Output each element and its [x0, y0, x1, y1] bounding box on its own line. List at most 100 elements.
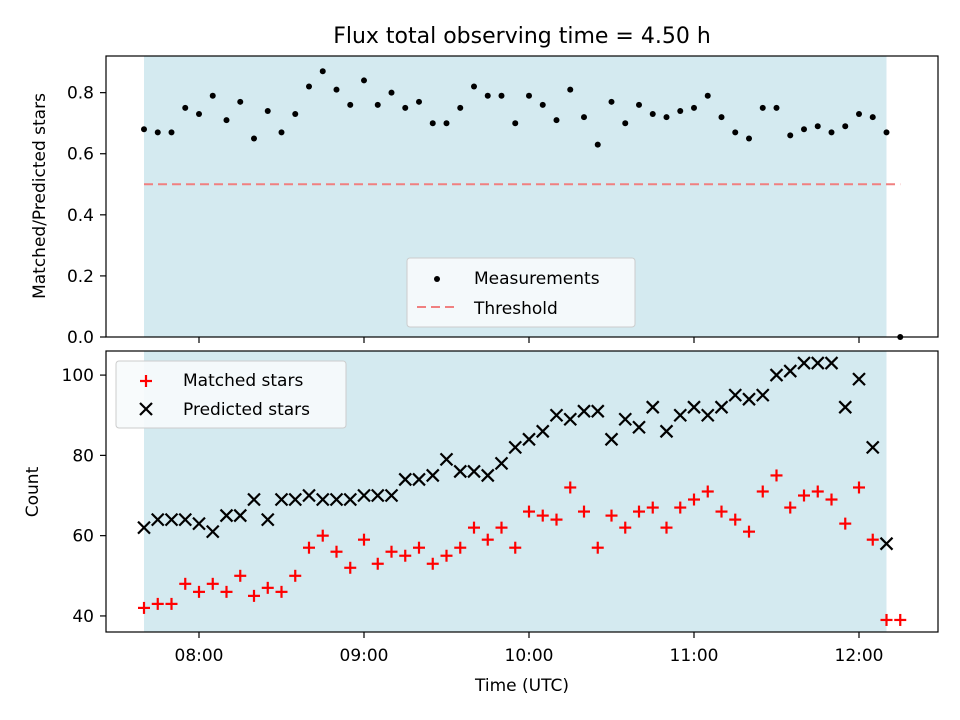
- matched-star-point: [399, 549, 412, 562]
- measurement-point: [168, 129, 175, 136]
- matched-star-point: [275, 585, 288, 598]
- measurement-point: [443, 120, 450, 127]
- predicted-star-point: [810, 356, 825, 370]
- predicted-star-point: [687, 400, 701, 414]
- matched-star-point: [509, 541, 522, 554]
- measurement-point: [814, 123, 821, 130]
- measurement-point: [333, 86, 340, 93]
- measurement-point: [581, 114, 587, 121]
- count-y-tick-label: 40: [72, 607, 94, 627]
- ratio-y-tick-label: 0.4: [67, 206, 94, 226]
- predicted-star-stroke: [178, 512, 193, 527]
- measurement-point: [154, 129, 161, 136]
- predicted-star-point: [494, 456, 509, 471]
- predicted-star-point: [137, 520, 151, 535]
- predicted-star-point: [164, 512, 179, 527]
- predicted-star-stroke: [384, 488, 399, 503]
- measurement-point: [196, 111, 202, 118]
- predicted-star-point: [563, 412, 578, 427]
- ratio-plot-frame: [105, 55, 939, 338]
- predicted-star-stroke: [439, 452, 454, 467]
- measurement-point: [471, 83, 477, 90]
- predicted-star-stroke: [632, 420, 646, 435]
- predicted-star-point: [233, 508, 248, 523]
- matched-star-point: [550, 513, 563, 526]
- matched-star-point: [138, 601, 150, 614]
- predicted-star-stroke: [302, 488, 316, 503]
- x-tick-label: 10:00: [505, 646, 554, 666]
- measurement-point: [416, 98, 422, 105]
- matched-star-point: [853, 481, 865, 494]
- measurement-point: [553, 117, 560, 124]
- measurement-point: [691, 104, 697, 111]
- predicted-star-point: [453, 464, 468, 479]
- matched-star-point: [220, 585, 233, 598]
- predicted-star-point: [384, 488, 399, 503]
- predicted-star-stroke: [590, 404, 605, 418]
- count-legend: Matched stars Predicted stars: [115, 360, 347, 429]
- matched-star-point: [839, 517, 852, 530]
- predicted-star-stroke: [288, 492, 303, 507]
- predicted-star-point: [439, 452, 454, 467]
- predicted-star-point: [343, 492, 358, 507]
- matched-star-point: [688, 493, 700, 506]
- x-tick-label: 12:00: [835, 646, 884, 666]
- measurement-point: [223, 117, 230, 124]
- matched-star-point: [248, 589, 260, 602]
- predicted-star-point: [673, 408, 688, 423]
- legend-matched-marker: [140, 375, 152, 387]
- matched-star-point: [344, 561, 357, 574]
- measurement-point: [388, 89, 395, 96]
- matched-star-point: [605, 509, 618, 522]
- measurement-point: [306, 83, 312, 90]
- predicted-star-point: [742, 392, 756, 406]
- matched-star-point: [454, 541, 467, 554]
- predicted-star-stroke: [343, 492, 358, 507]
- predicted-star-point: [288, 492, 303, 507]
- predicted-star-stroke: [769, 368, 784, 382]
- count-y-tick-label: 60: [72, 527, 94, 547]
- count-legend-box: [115, 360, 347, 429]
- predicted-star-point: [315, 492, 330, 507]
- matched-star-point: [619, 521, 632, 534]
- measurement-point: [636, 101, 642, 108]
- measurement-point: [498, 92, 505, 99]
- predicted-star-point: [357, 488, 371, 503]
- predicted-star-point: [618, 412, 633, 427]
- predicted-star-stroke: [508, 440, 523, 455]
- measurement-point: [828, 129, 835, 136]
- measurement-point: [869, 114, 876, 121]
- predicted-star-point: [412, 472, 426, 487]
- predicted-star-stroke: [728, 388, 743, 402]
- predicted-star-stroke: [137, 520, 151, 535]
- matched-star-point: [825, 493, 838, 506]
- measurement-point: [319, 68, 326, 75]
- measurement-point: [732, 129, 739, 136]
- predicted-star-point: [769, 368, 784, 382]
- matched-star-point: [674, 501, 687, 514]
- measurement-point: [608, 98, 615, 105]
- measurement-point: [237, 98, 244, 105]
- predicted-star-point: [700, 408, 715, 423]
- measurement-point: [402, 104, 409, 111]
- predicted-star-stroke: [604, 432, 619, 447]
- measurement-point: [746, 135, 752, 142]
- predicted-star-stroke: [370, 488, 385, 503]
- matched-star-point: [646, 501, 659, 514]
- measurement-point: [539, 101, 546, 108]
- measurement-point: [883, 129, 890, 136]
- measurement-point: [347, 101, 354, 108]
- measurement-point: [264, 107, 271, 114]
- predicted-star-stroke: [192, 516, 206, 531]
- measurement-point: [773, 104, 780, 111]
- predicted-star-point: [797, 356, 811, 370]
- predicted-star-stroke: [824, 356, 839, 370]
- count-y-tick-label: 80: [72, 446, 94, 466]
- measurement-point: [704, 92, 711, 99]
- predicted-star-point: [535, 424, 550, 439]
- measurement-point: [141, 126, 147, 133]
- predicted-star-stroke: [742, 392, 756, 406]
- matched-star-point: [495, 521, 508, 534]
- predicted-star-stroke: [865, 440, 880, 455]
